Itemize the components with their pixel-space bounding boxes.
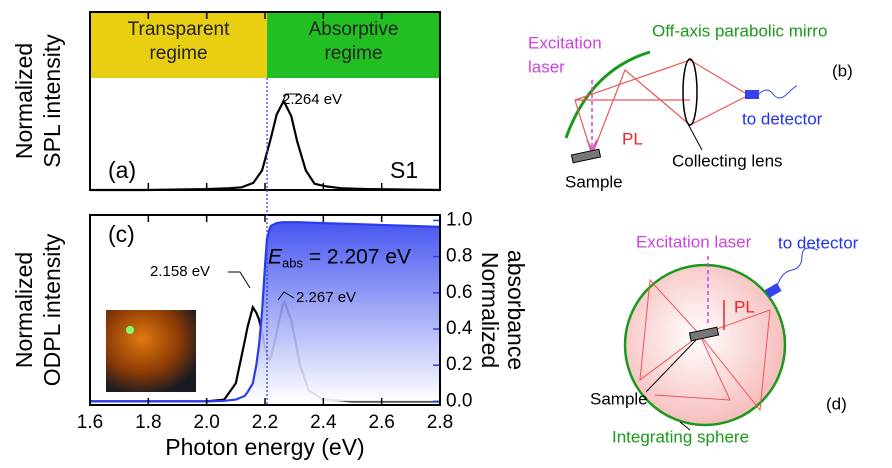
x-tick-label: 2.8: [427, 412, 453, 433]
mirror: [564, 50, 651, 139]
x-tick-label: 1.6: [77, 412, 103, 433]
x-axis-title: Photon energy (eV): [165, 434, 364, 460]
excitation-label: laser: [528, 57, 565, 76]
detector-label: to detector: [742, 109, 823, 128]
panel-label: (d): [826, 394, 847, 413]
panel-label: (c): [108, 221, 135, 247]
detector: [745, 90, 759, 99]
leader: [277, 291, 295, 301]
mirror-label: Off-axis parabolic mirro: [652, 21, 827, 40]
band-label: regime: [149, 43, 207, 64]
panel-label: (a): [108, 157, 136, 183]
excitation-label: Excitation laser: [636, 232, 752, 251]
pl-label: PL: [622, 129, 643, 148]
y2-tick-label: 0.0: [446, 390, 472, 411]
inset-photo: [106, 310, 196, 392]
leader: [679, 421, 691, 431]
diagram-d: Excitation laser PL to detector Sample I…: [590, 232, 859, 446]
plot-frame: [89, 214, 441, 406]
sphere-label: Integrating sphere: [612, 427, 749, 446]
y2-axis-title: Normalized: [477, 252, 503, 368]
band-label: Absorptive: [309, 19, 399, 40]
y2-tick-label: 0.2: [446, 354, 472, 375]
band-label: Transparent: [128, 19, 230, 40]
lens-label: Collecting lens: [672, 151, 783, 170]
fiber: [777, 247, 819, 285]
eabs-symbol: E: [268, 246, 283, 269]
x-tick-label: 2.6: [368, 412, 394, 433]
absorbance-area: [90, 222, 440, 402]
leader: [279, 93, 300, 109]
eabs-subscript: abs: [282, 255, 303, 270]
y2-tick-label: 1.0: [446, 209, 472, 230]
y2-tick-label: 0.4: [446, 318, 473, 339]
fiber: [758, 85, 798, 99]
sample: [570, 148, 602, 164]
pl-rays: [639, 278, 771, 412]
y2-tick-label: 0.8: [446, 246, 472, 267]
x-tick-label: 2.2: [252, 412, 278, 433]
sample-label: Sample: [590, 389, 648, 408]
y2-axis-title: absorbance: [503, 250, 529, 370]
peak-label: 2.267 eV: [296, 289, 356, 306]
regime-band: [267, 12, 440, 78]
y-axis-title: SPL intensity: [39, 34, 65, 168]
leader: [687, 123, 703, 151]
sample: [688, 326, 720, 342]
series-line: [90, 98, 441, 192]
regime-band: [90, 12, 268, 78]
peak-label: 2.158 eV: [150, 263, 210, 280]
pl-rays: [574, 59, 746, 156]
charts: Transparent regime Absorptive regime Normali…: [11, 11, 529, 460]
series-line: [90, 221, 441, 403]
plot-frame: [89, 11, 441, 191]
x-tick-label: 2.0: [193, 412, 219, 433]
detector: [764, 283, 782, 298]
leader: [228, 271, 251, 289]
panel-label: (b): [832, 61, 853, 80]
y-axis-title: Normalized: [11, 252, 37, 368]
detector-label: to detector: [778, 233, 859, 252]
y-axis-title: Normalized: [11, 43, 37, 159]
x-tick-label: 1.8: [135, 412, 161, 433]
excitation-label: Excitation: [528, 33, 602, 52]
pl-label: PL: [734, 297, 755, 316]
diagram-b: Off-axis parabolic mirro Excitation lase…: [528, 21, 853, 191]
peak-label: 2.264 eV: [282, 91, 342, 108]
x-tick-label: 2.4: [310, 412, 337, 433]
sample-label: Sample: [565, 172, 623, 191]
sample-label: S1: [390, 157, 418, 183]
y-axis-title: ODPL intensity: [39, 233, 65, 386]
band-label: regime: [324, 43, 382, 64]
inset-spot: [126, 326, 134, 334]
eabs-text: = 2.207 eV: [303, 246, 411, 269]
lens: [682, 58, 698, 126]
y2-tick-label: 0.6: [446, 282, 472, 303]
leader: [645, 339, 697, 393]
